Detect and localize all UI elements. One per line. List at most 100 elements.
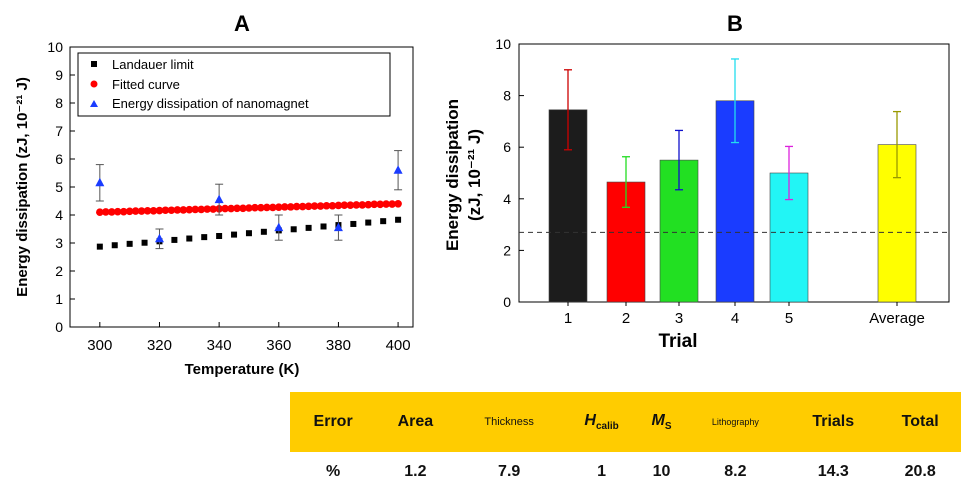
fitted-curve-point [340, 201, 349, 209]
fitted-curve-point [358, 201, 367, 209]
fitted-curve-point [227, 204, 235, 213]
x-tick-label-a: 360 [266, 337, 291, 354]
fitted-curve-point [209, 205, 217, 213]
error-table: Error Area Thickness Hcalib MS Lithograp… [290, 392, 961, 492]
fitted-curve-point [292, 202, 301, 211]
x-tick-label-b: 1 [564, 310, 572, 327]
fitted-curve-point [298, 202, 307, 211]
fitted-curve-point [370, 200, 379, 209]
y-axis-a: 0 1 2 3 4 5 6 7 8 9 10 [47, 39, 75, 335]
header-hcalib: Hcalib [564, 392, 640, 452]
landauer-point [96, 243, 103, 250]
landauer-point [290, 226, 297, 233]
x-tick-label-a: 380 [326, 337, 351, 354]
x-tick-label-a: 300 [87, 337, 112, 354]
x-tick-label-a: 340 [207, 337, 232, 354]
value-area: 1.2 [404, 463, 427, 480]
landauer-point [216, 233, 223, 239]
fitted-curve-point [310, 202, 319, 210]
fitted-curve-point [257, 203, 265, 212]
y-tick-label-a: 4 [55, 207, 63, 223]
fitted-curve-point [101, 208, 110, 216]
series-fitted-curve [96, 200, 402, 216]
fitted-curve-point [197, 205, 206, 214]
landauer-point [305, 224, 312, 231]
header-lithography: Lithography [711, 417, 759, 427]
fitted-curve-point [304, 202, 313, 211]
fitted-curve-point [113, 207, 122, 216]
fitted-curve-point [179, 206, 188, 214]
y-tick-label-a: 2 [55, 263, 63, 279]
landauer-point [245, 230, 252, 237]
x-tick-label-b: 3 [675, 310, 683, 327]
legend-marker-landauer [91, 61, 97, 67]
fitted-curve-point [328, 201, 337, 210]
fitted-curve-point [96, 208, 104, 216]
x-axis-label-b: Trial [658, 331, 697, 352]
y-axis-label-a: Energy dissipation (zJ, 10⁻²¹ J) [14, 77, 31, 297]
fitted-curve-point [376, 200, 384, 209]
landauer-point [201, 234, 208, 241]
landauer-point [171, 236, 178, 243]
fitted-curve-point [394, 200, 402, 208]
y-tick-label-b: 2 [503, 242, 511, 258]
fitted-curve-point [245, 204, 253, 212]
fitted-curve-point [143, 207, 152, 215]
fitted-curve-point [269, 203, 277, 212]
fitted-curve-point [173, 206, 182, 214]
landauer-point [141, 239, 148, 246]
header-hcalib-symbol: H [584, 411, 596, 429]
y-tick-label-b: 6 [503, 139, 511, 155]
value-hcalib: 1 [597, 463, 607, 480]
x-tick-label-b: 2 [622, 310, 630, 327]
fitted-curve-point [131, 207, 140, 215]
nanomagnet-point [333, 222, 343, 232]
legend-box [77, 52, 391, 117]
legend-label-fitted: Fitted curve [112, 77, 180, 92]
y-axis-label-b-line1: Energy dissipation [443, 99, 462, 251]
fitted-curve-point [274, 203, 283, 211]
header-total: Total [901, 413, 939, 430]
fitted-curve-point [364, 200, 373, 209]
landauer-point [111, 242, 118, 249]
landauer-point [365, 219, 372, 226]
legend-marker-nanomagnet [90, 100, 98, 107]
landauer-point [260, 228, 267, 235]
x-tick-label-a: 320 [147, 337, 172, 354]
fitted-curve-point [221, 204, 229, 213]
panel-b-label: B [727, 11, 743, 36]
y-axis-b: 0 2 4 6 8 10 [495, 36, 524, 310]
fitted-curve-point [155, 206, 164, 215]
x-axis-b: 1 2 3 4 5 Average [564, 302, 925, 327]
landauer-point [186, 235, 193, 242]
landauer-point [126, 240, 133, 247]
y-tick-label-a: 3 [55, 235, 63, 251]
fitted-curve-point [161, 206, 170, 215]
x-tick-label-b: Average [869, 310, 925, 327]
header-error: Error [313, 413, 353, 430]
value-ms: 10 [652, 463, 671, 480]
y-axis-label-b-line2: (zJ, 10⁻²¹ J) [465, 129, 484, 221]
fitted-curve-point [239, 204, 247, 213]
x-tick-label-a: 400 [386, 337, 411, 354]
fitted-curve-point [167, 206, 176, 215]
series-nanomagnet [95, 150, 403, 250]
nanomagnet-point [214, 194, 224, 204]
fitted-curve-point [233, 204, 241, 213]
landauer-point [350, 220, 357, 227]
y-tick-label-b: 10 [495, 36, 511, 52]
header-ms-subscript: S [664, 421, 672, 433]
value-error: % [325, 463, 341, 480]
y-tick-label-a: 0 [55, 319, 63, 335]
y-tick-label-a: 7 [55, 123, 63, 139]
fitted-curve-point [107, 208, 116, 216]
nanomagnet-point [154, 233, 164, 243]
landauer-point [320, 223, 327, 230]
legend-marker-fitted [90, 80, 98, 88]
error-table-header: Error Area Thickness Hcalib MS Lithograp… [290, 392, 961, 452]
legend-label-landauer: Landauer limit [112, 57, 194, 72]
chart-a: A 0 1 2 3 4 5 6 7 8 9 10 300 320 340 360 380 400 Temper… [14, 11, 414, 378]
y-tick-label-b: 8 [503, 88, 511, 104]
fitted-curve-point [119, 207, 128, 216]
